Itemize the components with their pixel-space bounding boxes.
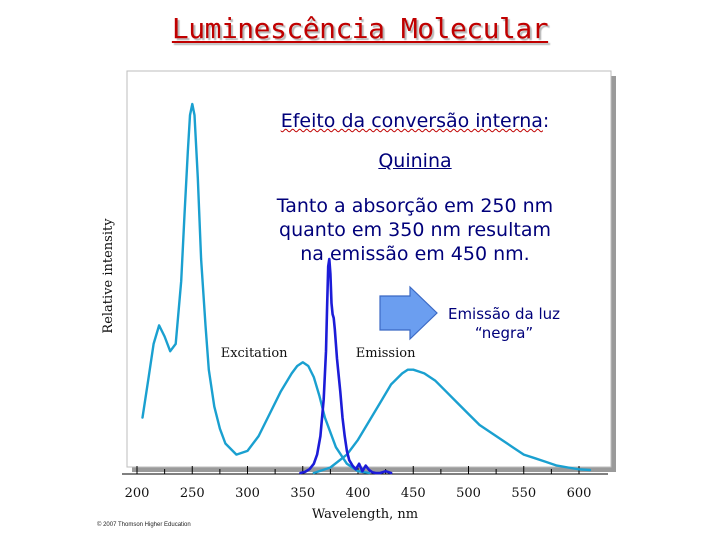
x-tick-label: 300 — [235, 486, 260, 501]
emission-curve — [312, 368, 592, 475]
arrow-label: Emissão da luz “negra” — [430, 305, 578, 343]
x-tick-label: 400 — [346, 486, 371, 501]
annotation-description: Tanto a absorção em 250 nm quanto em 350… — [240, 195, 590, 266]
x-tick-label: 550 — [511, 486, 536, 501]
curve-label: Emission — [356, 346, 416, 361]
x-tick-label: 350 — [290, 486, 315, 501]
curve-labels: Excitation Emission — [221, 346, 416, 361]
copyright-notice: © 2007 Thomson Higher Education — [97, 522, 191, 528]
x-tick-label: 450 — [401, 486, 426, 501]
annotation-heading-text: Efeito da conversão interna — [280, 110, 543, 132]
description-line: Tanto a absorção em 250 nm — [276, 195, 554, 217]
x-tick-label: 500 — [456, 486, 481, 501]
y-axis-label: Relative intensity — [101, 218, 116, 334]
arrow-label-line: “negra” — [474, 323, 534, 342]
x-tick-label: 600 — [567, 486, 592, 501]
series-layer — [141, 102, 592, 475]
curve-label: Excitation — [221, 346, 288, 361]
description-line: na emissão em 450 nm. — [300, 242, 530, 265]
excitation-curve — [141, 102, 371, 475]
slide-title: Luminescência Molecular — [171, 12, 549, 45]
x-axis-label: Wavelength, nm — [312, 507, 418, 522]
x-tick-label: 200 — [125, 486, 150, 501]
annotation-sample: Quinina — [378, 150, 452, 172]
measured-curve — [299, 257, 393, 475]
arrow-label-line: Emissão da luz — [447, 305, 561, 323]
annotation-heading: Efeito da conversão interna: — [235, 110, 595, 132]
x-tick-label: 250 — [180, 486, 205, 501]
description-line: quanto em 350 nm resultam — [279, 218, 551, 241]
annotation-heading-colon: : — [542, 110, 550, 132]
arrow-icon — [379, 285, 438, 341]
x-axis-ticks — [136, 466, 580, 474]
plot-panel — [126, 70, 612, 468]
x-tick-labels: 200 250 300 350 400 450 500 550 600 — [125, 486, 592, 501]
